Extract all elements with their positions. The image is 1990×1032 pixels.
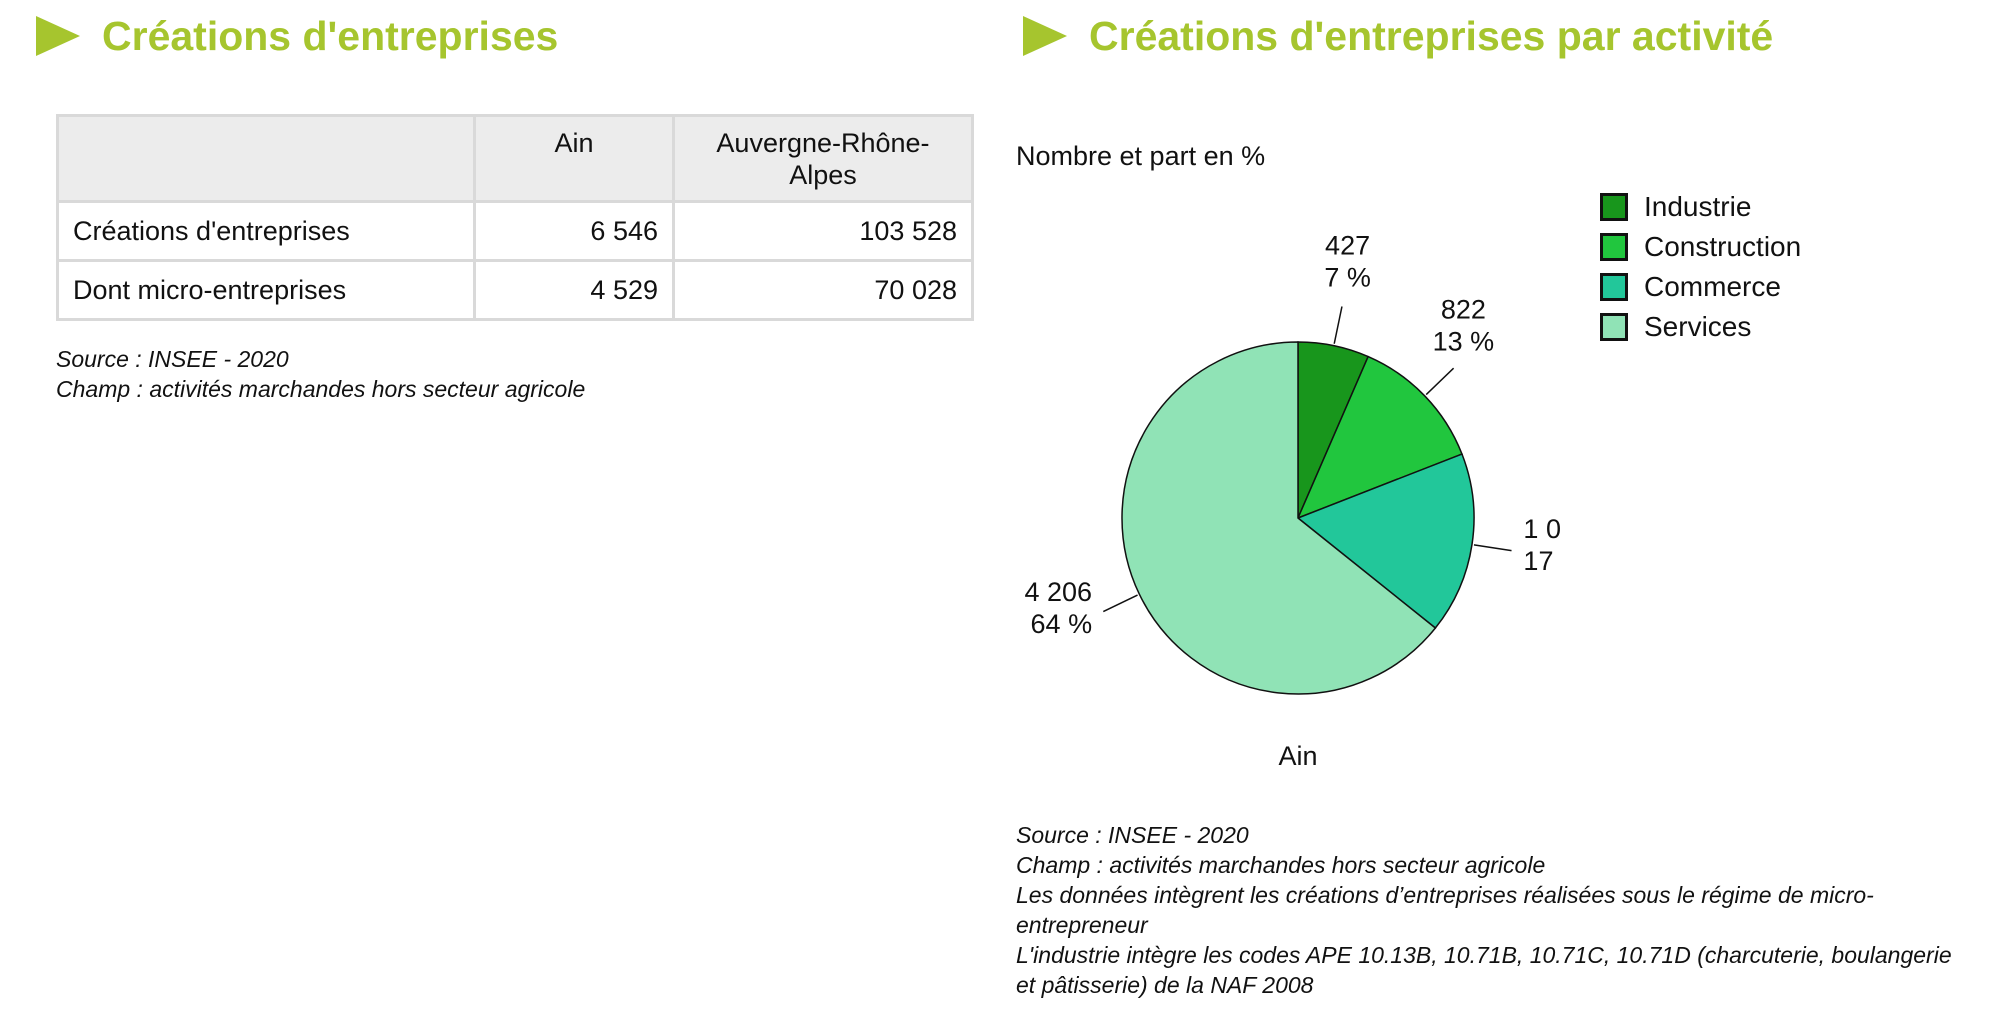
- table-cell: 4 529: [473, 259, 675, 321]
- pie-leader-lines: [1102, 306, 1512, 613]
- table-header-row: Ain Auvergne-Rhône-Alpes: [56, 114, 974, 203]
- chart-subtitle: Nombre et part en %: [1016, 141, 1266, 171]
- legend-item-commerce: Commerce: [1600, 267, 1801, 307]
- pie-slices: [1121, 341, 1475, 695]
- table-header-cell: Auvergne-Rhône-Alpes: [672, 114, 974, 203]
- table-cell: Créations d'entreprises: [56, 200, 476, 262]
- right-source-notes: Source : INSEE - 2020 Champ : activités …: [1016, 820, 1976, 1000]
- legend-swatch: [1600, 313, 1628, 341]
- table-header-cell: [56, 114, 476, 203]
- pie-percent-label: 13 %: [1433, 327, 1495, 357]
- source-note-line: Champ : activités marchandes hors secteu…: [1016, 852, 1546, 878]
- pie-value-label: 4 206: [1025, 577, 1093, 607]
- legend-item-services: Services: [1600, 307, 1801, 347]
- triangle-bullet-icon: [36, 16, 80, 56]
- source-note-line: Champ : activités marchandes hors secteu…: [56, 376, 586, 402]
- legend-swatch: [1600, 193, 1628, 221]
- legend-swatch: [1600, 233, 1628, 261]
- pie-leader-line: [1333, 306, 1343, 344]
- chart-legend: Industrie Construction Commerce Services: [1600, 187, 1801, 347]
- table-cell: 70 028: [672, 259, 974, 321]
- pie-slice-commerce: [1296, 453, 1475, 630]
- pie-value-label: 427: [1325, 231, 1370, 261]
- source-note-line: L'industrie intègre les codes APE 10.13B…: [1016, 942, 1952, 998]
- pie-slice-services: [1121, 341, 1437, 695]
- left-source-notes: Source : INSEE - 2020 Champ : activités …: [56, 344, 956, 404]
- pie-category-label: Ain: [1278, 741, 1317, 771]
- pie-leader-line: [1425, 367, 1455, 396]
- table-cell: 6 546: [473, 200, 675, 262]
- pie-leader-line: [1473, 544, 1512, 552]
- legend-label: Services: [1644, 311, 1752, 342]
- table-row: Créations d'entreprises 6 546 103 528: [56, 200, 974, 262]
- legend-swatch: [1600, 273, 1628, 301]
- source-note-line: Les données intègrent les créations d’en…: [1016, 882, 1874, 938]
- table-cell: 103 528: [672, 200, 974, 262]
- table-cell: Dont micro-entreprises: [56, 259, 476, 321]
- source-note-line: Source : INSEE - 2020: [56, 346, 289, 372]
- pie-percent-label: 17 %: [1523, 546, 1560, 576]
- legend-label: Commerce: [1644, 271, 1781, 302]
- pie-value-label: 1 091: [1523, 514, 1560, 544]
- legend-label: Industrie: [1644, 191, 1752, 222]
- right-section-title-text: Créations d'entreprises par activité: [1089, 13, 1774, 59]
- legend-label: Construction: [1644, 231, 1802, 262]
- pie-slice-construction: [1296, 355, 1463, 520]
- pie-percent-label: 64 %: [1031, 609, 1093, 639]
- business-creations-table: Ain Auvergne-Rhône-Alpes Créations d'ent…: [56, 114, 974, 321]
- table-header-cell: Ain: [473, 114, 675, 203]
- source-note-line: Source : INSEE - 2020: [1016, 822, 1249, 848]
- table-row: Dont micro-entreprises 4 529 70 028: [56, 259, 974, 321]
- legend-item-construction: Construction: [1600, 227, 1801, 267]
- pie-percent-label: 7 %: [1324, 263, 1371, 293]
- triangle-bullet-icon: [1023, 16, 1067, 56]
- left-section-title-text: Créations d'entreprises: [102, 13, 559, 59]
- pie-leader-line: [1102, 594, 1138, 613]
- table-header-text: Auvergne-Rhône-Alpes: [716, 128, 930, 190]
- pie-value-label: 822: [1441, 295, 1486, 325]
- legend-item-industrie: Industrie: [1600, 187, 1801, 227]
